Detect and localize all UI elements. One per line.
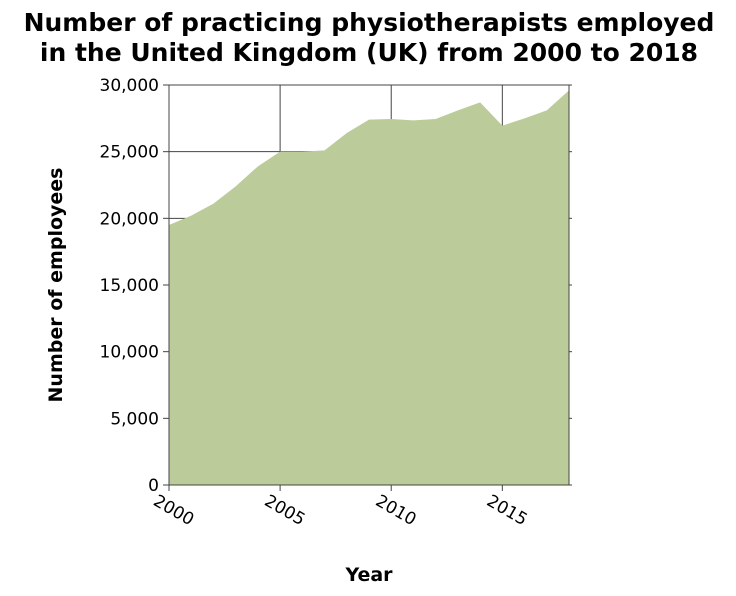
- chart-title-line-2: in the United Kingdom (UK) from 2000 to …: [40, 38, 698, 67]
- x-tick-label: 2005: [261, 491, 308, 530]
- y-tick-label: 20,000: [100, 209, 159, 229]
- y-tick-label: 25,000: [100, 143, 159, 163]
- y-tick-label: 0: [148, 476, 159, 496]
- y-axis-label: Number of employees: [45, 168, 67, 403]
- x-tick-label: 2000: [150, 491, 197, 530]
- y-tick-label: 30,000: [100, 76, 159, 96]
- y-tick-label: 5,000: [110, 409, 159, 429]
- y-tick-label: 10,000: [100, 343, 159, 363]
- x-axis-label: Year: [344, 564, 393, 586]
- chart-title-line-1: Number of practicing physiotherapists em…: [24, 8, 715, 37]
- plot-area: 0 5,000 10,000 15,000 20,000 25,000 30,000 2000…: [100, 76, 572, 530]
- area-series: [169, 90, 569, 485]
- x-tick-label: 2015: [483, 491, 530, 530]
- x-tick-label: 2010: [372, 491, 419, 530]
- y-tick-label: 15,000: [100, 276, 159, 296]
